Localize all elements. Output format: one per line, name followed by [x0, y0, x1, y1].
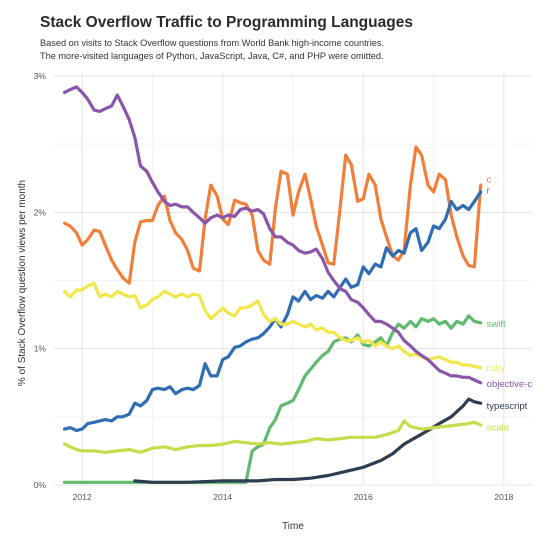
series-line-ruby [62, 281, 483, 370]
series-label-scala: scala [487, 423, 510, 434]
x-tick-label: 2018 [494, 492, 513, 502]
x-tick-label: 2016 [354, 492, 373, 502]
series-line-swift [62, 314, 483, 484]
x-tick-label: 2014 [213, 492, 232, 502]
series-label-swift: swift [487, 319, 506, 330]
series-label-ruby: ruby [487, 363, 506, 374]
series-labels: cr swift ruby objective-c typescript scala [487, 175, 533, 434]
chart-title: Stack Overflow Traffic to Programming La… [40, 14, 413, 31]
subtitle-line-1: Based on visits to Stack Overflow questi… [40, 38, 385, 48]
y-axis: 0% 1% 2% 3% [34, 71, 47, 490]
subtitle-line-2: The more-visited languages of Python, Ja… [40, 50, 384, 61]
y-tick-label: 1% [34, 344, 47, 354]
x-axis-title: Time [282, 521, 304, 532]
series-line-objective-c [62, 85, 483, 385]
series-label-r: r [487, 186, 490, 197]
series-line-c [62, 145, 483, 285]
y-tick-label: 2% [34, 207, 47, 217]
series-line-r [62, 190, 483, 433]
x-tick-label: 2012 [73, 492, 92, 502]
y-axis-title: % of Stack Overflow question views per m… [17, 180, 28, 386]
series-label-typescript: typescript [487, 401, 528, 412]
series-label-objective-c: objective-c [487, 379, 533, 390]
series-line-scala [62, 419, 483, 454]
series-line-typescript [133, 397, 483, 484]
y-tick-label: 0% [34, 480, 47, 490]
x-axis: 2012 2014 2016 2018 [73, 492, 514, 502]
y-tick-label: 3% [34, 71, 47, 81]
series-label-c: c [487, 175, 492, 186]
chart-subtitle: Based on visits to Stack Overflow questi… [40, 37, 540, 62]
series-lines [62, 85, 483, 484]
